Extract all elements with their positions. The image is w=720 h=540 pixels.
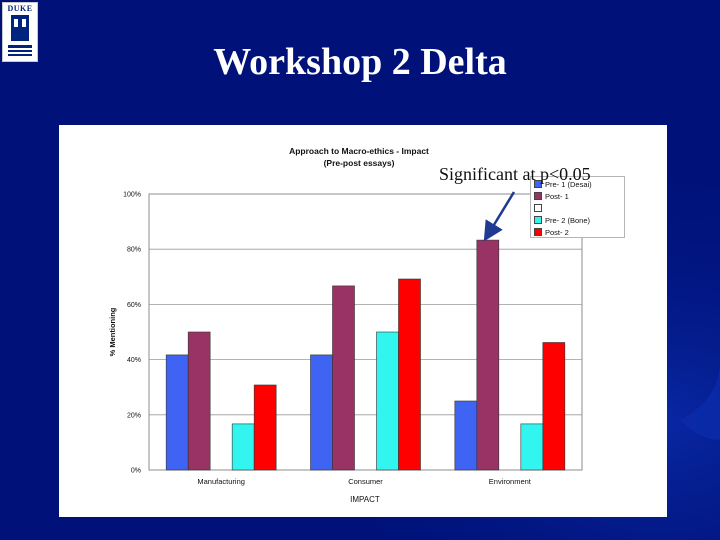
bars	[165, 239, 566, 471]
bar	[520, 423, 544, 471]
legend-label: Post- 2	[545, 227, 569, 237]
y-axis-label: % Mentioning	[108, 307, 117, 356]
legend-item	[534, 202, 621, 214]
bar	[398, 278, 421, 471]
bar	[376, 331, 399, 471]
legend-label: Pre- 2 (Bone)	[545, 215, 591, 225]
chart-subtitle: (Pre-post essays)	[324, 158, 395, 168]
bar	[187, 331, 211, 471]
bar	[454, 400, 478, 471]
bar	[165, 354, 189, 471]
duke-logo: DUKE	[2, 2, 38, 62]
bar	[253, 384, 277, 471]
y-tick-label: 80%	[127, 247, 141, 254]
legend-item: Pre- 1 (Desai)	[534, 178, 621, 190]
bar	[332, 285, 355, 471]
legend-swatch	[534, 204, 542, 212]
x-axis-ticks: Manufacturing Consumer Environment	[197, 477, 531, 486]
chart-legend: Pre- 1 (Desai) Post- 1 Pre- 2 (Bone) Post- …	[530, 176, 625, 238]
x-tick-label: Manufacturing	[197, 477, 245, 486]
bar	[476, 239, 500, 471]
legend-swatch	[534, 180, 542, 188]
legend-item: Post- 2	[534, 226, 621, 238]
bar-chart: Approach to Macro-ethics - Impact (Pre-p…	[108, 146, 583, 504]
legend-item: Post- 1	[534, 190, 621, 202]
plot-area	[148, 193, 583, 471]
legend-label: Pre- 1 (Desai)	[545, 179, 592, 189]
x-tick-label: Environment	[489, 477, 532, 486]
bar	[542, 342, 566, 471]
legend-swatch	[534, 216, 542, 224]
y-tick-label: 60%	[127, 302, 141, 309]
y-tick-label: 0%	[131, 468, 141, 475]
y-axis-ticks: 0% 20% 40% 60% 80% 100%	[123, 192, 141, 475]
bar	[231, 423, 255, 471]
y-tick-label: 20%	[127, 412, 141, 419]
legend-label: Post- 1	[545, 191, 569, 201]
x-tick-label: Consumer	[348, 477, 383, 486]
legend-swatch	[534, 192, 542, 200]
slide-title: Workshop 2 Delta	[213, 41, 507, 83]
y-tick-label: 100%	[123, 192, 141, 199]
bar	[310, 354, 333, 471]
x-axis-label: IMPACT	[350, 495, 380, 504]
grid-lines	[149, 248, 582, 416]
legend-swatch	[534, 228, 542, 236]
logo-wordmark: DUKE	[7, 4, 33, 13]
y-tick-label: 40%	[127, 357, 141, 364]
significance-annotation: Significant at p<0.05	[439, 164, 591, 184]
chart-title: Approach to Macro-ethics - Impact	[289, 146, 429, 156]
chapel-icon	[8, 15, 32, 56]
legend-item: Pre- 2 (Bone)	[534, 214, 621, 226]
